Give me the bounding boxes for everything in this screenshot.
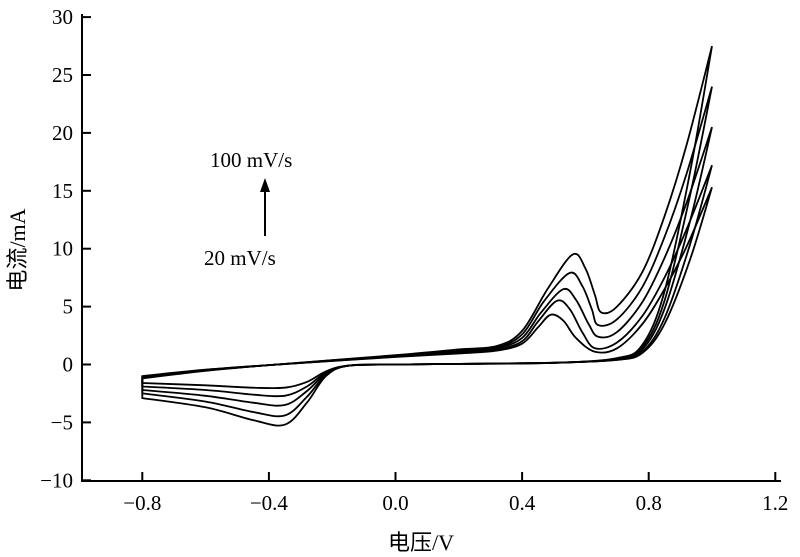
x-tick-label: 1.2 (762, 491, 788, 515)
x-tick-label: −0.4 (250, 491, 289, 515)
x-tick-label: 0.4 (509, 491, 536, 515)
y-tick-label: 15 (52, 179, 73, 203)
x-tick-label: 0.8 (636, 491, 662, 515)
cv-curves (141, 45, 713, 427)
cv-curve-2 (141, 164, 713, 398)
annotation-100mvs: 100 mV/s (210, 148, 292, 172)
y-tick-label: 20 (52, 121, 73, 145)
x-tick-label: −0.8 (123, 491, 161, 515)
arrow-up-icon (260, 178, 270, 192)
y-tick-label: −10 (40, 468, 73, 492)
y-tick-label: −5 (51, 410, 73, 434)
annotation-20mvs: 20 mV/s (204, 246, 276, 270)
y-tick-label: 5 (63, 295, 74, 319)
cv-curve-5 (141, 45, 713, 427)
y-axis-title: 电流/mA (5, 208, 30, 291)
y-tick-label: 25 (52, 63, 73, 87)
axis-ticks: −0.8 −0.4 0.0 0.4 0.8 1.2 −10 −5 0 5 10 15 20 25 30 (40, 5, 788, 515)
y-tick-label: 30 (52, 5, 73, 29)
y-tick-label: 10 (52, 237, 73, 261)
x-tick-label: 0.0 (382, 491, 408, 515)
x-axis-title: 电压/V (388, 530, 454, 555)
y-tick-label: 0 (63, 353, 74, 377)
